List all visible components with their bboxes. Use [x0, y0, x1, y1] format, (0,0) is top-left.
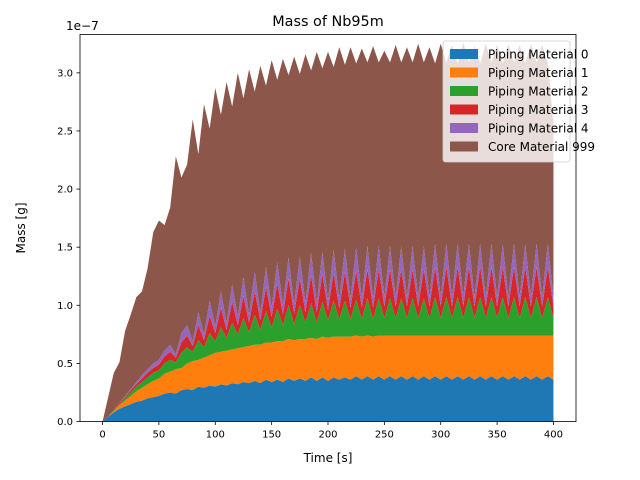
x-tick-label: 200	[318, 430, 337, 441]
x-tick-label: 250	[375, 430, 394, 441]
x-tick-label: 50	[153, 430, 166, 441]
legend-swatch-piping-material-4	[450, 123, 478, 133]
x-tick-label: 150	[262, 430, 281, 441]
x-axis-label: Time [s]	[303, 451, 353, 465]
chart-title: Mass of Nb95m	[272, 14, 383, 30]
y-tick-label: 1.0	[57, 301, 73, 312]
x-axis-ticks: 0 50 100 150 200 250 300 350 400	[99, 421, 563, 441]
area-core-material-999	[102, 42, 554, 422]
area-piping-material-2	[102, 297, 554, 422]
legend-label-piping-material-0: Piping Material 0	[488, 48, 589, 62]
legend-swatch-piping-material-0	[450, 49, 478, 59]
legend-swatch-core-material-999	[450, 141, 478, 152]
x-tick-label: 100	[206, 430, 225, 441]
y-tick-label: 2.5	[57, 126, 73, 137]
legend-label-piping-material-3: Piping Material 3	[488, 103, 589, 117]
y-tick-label: 0.5	[57, 359, 73, 370]
legend-label-piping-material-1: Piping Material 1	[488, 66, 589, 80]
y-axis-label: Mass [g]	[14, 202, 28, 253]
legend-label-core-material-999: Core Material 999	[488, 140, 595, 154]
y-tick-label: 3.0	[57, 68, 73, 79]
legend: Piping Material 0 Piping Material 1 Piping…	[442, 40, 595, 163]
legend-swatch-piping-material-3	[450, 104, 478, 115]
x-tick-label: 400	[544, 430, 563, 441]
area-piping-material-0	[102, 376, 554, 422]
y-tick-label: 2.0	[57, 185, 73, 196]
legend-label-piping-material-4: Piping Material 4	[488, 122, 589, 136]
y-axis-ticks: 0.0 0.5 1.0 1.5 2.0 2.5 3.0	[57, 68, 80, 428]
x-tick-label: 350	[488, 430, 507, 441]
area-piping-material-1	[102, 335, 554, 422]
stacked-areas	[102, 42, 554, 422]
legend-label-piping-material-2: Piping Material 2	[488, 85, 589, 99]
y-axis-offset-label: 1e−7	[66, 19, 99, 33]
legend-swatch-piping-material-1	[450, 67, 478, 78]
legend-swatch-piping-material-2	[450, 86, 478, 96]
x-tick-label: 300	[431, 430, 450, 441]
y-tick-label: 1.5	[57, 243, 73, 254]
y-tick-label: 0.0	[57, 417, 73, 428]
x-tick-label: 0	[99, 430, 105, 441]
